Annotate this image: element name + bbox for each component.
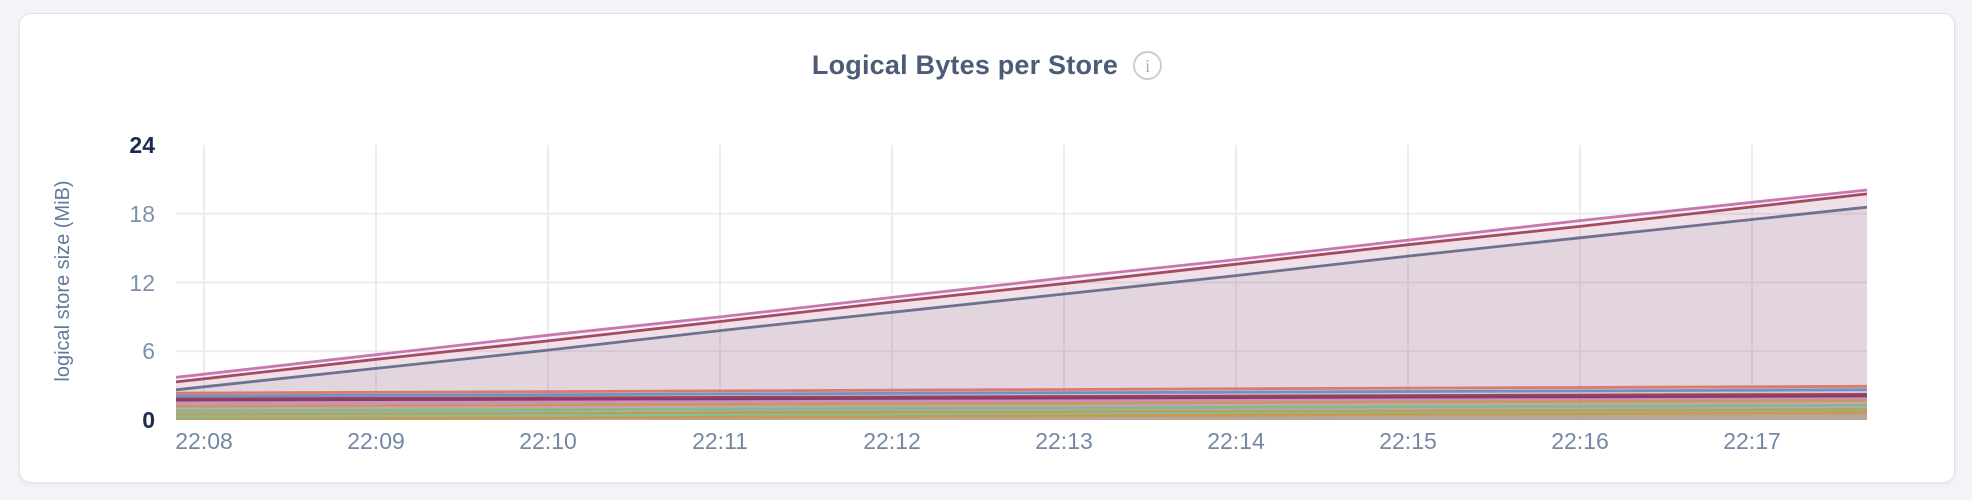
x-tick-label: 22:11 [692,428,748,454]
series-09-line [176,399,1867,408]
x-tick-label: 22:09 [347,428,405,454]
series-10-line [176,403,1867,413]
y-tick-label: 18 [129,200,155,227]
x-tick-label: 22:13 [1035,428,1093,454]
metric-chart-card: Logical Bytes per Store i logical store … [19,13,1955,483]
series-04-line [176,384,1867,395]
series-13-line [176,411,1867,420]
y-tick-label: 12 [129,269,155,296]
y-tick-label: 6 [142,338,155,365]
x-tick-label: 22:15 [1379,428,1437,454]
x-tick-label: 22:14 [1207,428,1265,454]
chart-title: Logical Bytes per Store [811,50,1119,80]
series-06-line [176,392,1867,401]
x-tick-label: 22:08 [175,428,233,454]
series-03-area [176,207,1867,420]
chart-area: logical store size (MiB) 24 18 12 6 0 22:08 2… [20,14,1954,482]
plot[interactable] [176,145,1867,420]
y-tick-label: 24 [129,132,155,158]
series-08-line [176,397,1867,405]
series-02-line [176,192,1867,384]
chart-header: Logical Bytes per Store i [20,50,1954,81]
x-tick-label: 22:16 [1551,428,1609,454]
series-01-area [176,190,1867,420]
x-tick-label: 22:10 [519,428,577,454]
x-tick-label: 22:17 [1723,428,1781,454]
x-tick-label: 22:12 [863,428,921,454]
series-07-line [176,395,1867,402]
series-01-line [176,188,1867,379]
y-tick-label: 0 [142,407,155,433]
info-icon[interactable]: i [1133,51,1163,80]
series-11-line [176,408,1867,416]
series-02-area [176,193,1867,420]
series-05-line [176,388,1867,398]
series-03-line [176,205,1867,392]
